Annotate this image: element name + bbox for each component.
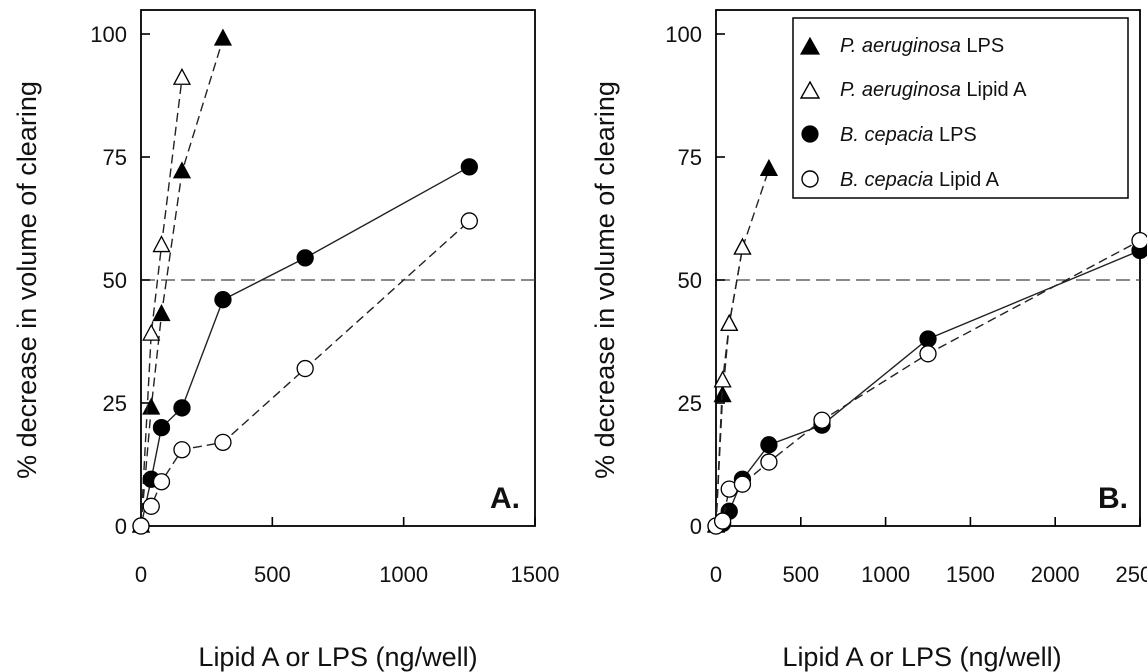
x-tick-label: 1000 xyxy=(861,562,910,587)
data-point xyxy=(460,212,478,230)
x-tick-label: 500 xyxy=(782,562,819,587)
data-point xyxy=(713,370,732,388)
y-tick-label: 100 xyxy=(665,22,702,47)
y-tick-label: 25 xyxy=(103,391,127,416)
series-line xyxy=(715,239,1141,527)
legend-marker-circle-open xyxy=(801,170,819,188)
data-point xyxy=(152,304,171,322)
legend-species: B. cepacia xyxy=(840,169,933,191)
series-line xyxy=(140,78,183,527)
data-point xyxy=(296,359,314,378)
data-point xyxy=(132,517,150,535)
y-tick-label: 25 xyxy=(678,391,702,416)
series-group-a xyxy=(131,28,478,535)
data-point xyxy=(813,411,831,429)
x-tick-label: 2000 xyxy=(1031,562,1080,587)
legend-kind: Lipid A xyxy=(966,79,1027,101)
legend-kind: Lipid A xyxy=(939,169,1000,191)
svg-text:P. aeruginosa LPS: P. aeruginosa LPS xyxy=(840,35,1004,57)
data-point xyxy=(720,313,739,331)
y-tick-label: 75 xyxy=(103,145,127,170)
y-axis-label-b: % decrease in volume of clearing xyxy=(590,81,620,479)
data-point xyxy=(460,158,478,176)
legend-item: P. aeruginosa Lipid A xyxy=(799,79,1027,101)
data-point xyxy=(759,158,778,176)
y-tick-label: 50 xyxy=(678,268,702,293)
data-point xyxy=(214,291,232,309)
legend-item: P. aeruginosa LPS xyxy=(799,35,1004,57)
data-point xyxy=(213,28,233,46)
y-axis-label-a: % decrease in volume of clearing xyxy=(12,81,42,479)
series-line xyxy=(715,249,1141,527)
x-tick-label: 0 xyxy=(710,562,722,587)
legend: P. aeruginosa LPS P. aeruginosa Lipid A … xyxy=(792,17,1129,199)
data-point xyxy=(919,330,937,348)
axis-ticks-b: 025507510005001000150020002500 xyxy=(665,22,1147,587)
legend-species: P. aeruginosa xyxy=(840,35,961,57)
data-point xyxy=(733,237,752,255)
data-point xyxy=(760,436,778,454)
plot-frame-b xyxy=(715,9,1141,527)
y-tick-label: 75 xyxy=(678,145,702,170)
series-circle-filled xyxy=(707,241,1147,535)
svg-text:P. aeruginosa Lipid A: P. aeruginosa Lipid A xyxy=(840,79,1027,101)
panel-label-b: B. xyxy=(1098,482,1128,515)
legend-species: B. cepacia xyxy=(840,124,933,146)
series-circle-open xyxy=(132,212,478,535)
legend-kind: LPS xyxy=(939,124,977,146)
data-point xyxy=(760,453,778,471)
data-point xyxy=(142,323,161,341)
data-point xyxy=(172,161,192,179)
series-group-b xyxy=(706,158,1147,535)
legend-box xyxy=(792,17,1129,199)
legend-marker-circle-filled xyxy=(801,125,819,143)
series-circle-filled xyxy=(132,158,478,535)
y-tick-label: 0 xyxy=(690,514,702,539)
svg-text:B. cepacia LPS: B. cepacia LPS xyxy=(840,124,977,146)
data-point xyxy=(173,399,191,417)
series-line xyxy=(140,166,470,527)
x-tick-label: 500 xyxy=(254,562,291,587)
legend-item: B. cepacia Lipid A xyxy=(801,169,1000,191)
y-tick-label: 50 xyxy=(103,268,127,293)
data-point xyxy=(713,512,732,530)
x-axis-label-a: Lipid A or LPS (ng/well) xyxy=(198,642,477,672)
y-tick-label: 0 xyxy=(115,514,127,539)
x-tick-label: 2500 xyxy=(1116,562,1147,587)
series-line xyxy=(715,247,744,527)
panel-label-a: A. xyxy=(490,482,520,515)
data-point xyxy=(152,418,171,437)
x-tick-label: 1000 xyxy=(379,562,428,587)
data-point xyxy=(296,249,314,267)
legend-kind: LPS xyxy=(966,35,1004,57)
legend-marker-triangle-filled xyxy=(799,36,821,55)
plot-frame-a xyxy=(140,9,536,527)
data-point xyxy=(733,475,752,493)
data-point xyxy=(173,441,191,459)
x-tick-label: 1500 xyxy=(946,562,995,587)
data-point xyxy=(152,235,171,253)
data-point xyxy=(152,473,171,491)
series-circle-open xyxy=(707,231,1147,535)
data-point xyxy=(172,67,192,85)
data-point xyxy=(919,345,937,363)
data-point xyxy=(1131,231,1147,250)
legend-species: P. aeruginosa xyxy=(840,79,961,101)
legend-marker-triangle-open xyxy=(799,80,821,99)
data-point xyxy=(142,497,160,515)
x-axis-label-b: Lipid A or LPS (ng/well) xyxy=(782,642,1061,672)
data-point xyxy=(214,433,232,452)
data-point xyxy=(142,397,161,415)
y-tick-label: 100 xyxy=(90,22,127,47)
x-tick-label: 1500 xyxy=(511,562,560,587)
legend-item: B. cepacia LPS xyxy=(801,124,977,146)
svg-text:B. cepacia Lipid A: B. cepacia Lipid A xyxy=(840,169,1000,191)
panel-b: 025507510005001000150020002500 B. Lipid … xyxy=(590,9,1147,672)
x-tick-label: 0 xyxy=(135,562,147,587)
